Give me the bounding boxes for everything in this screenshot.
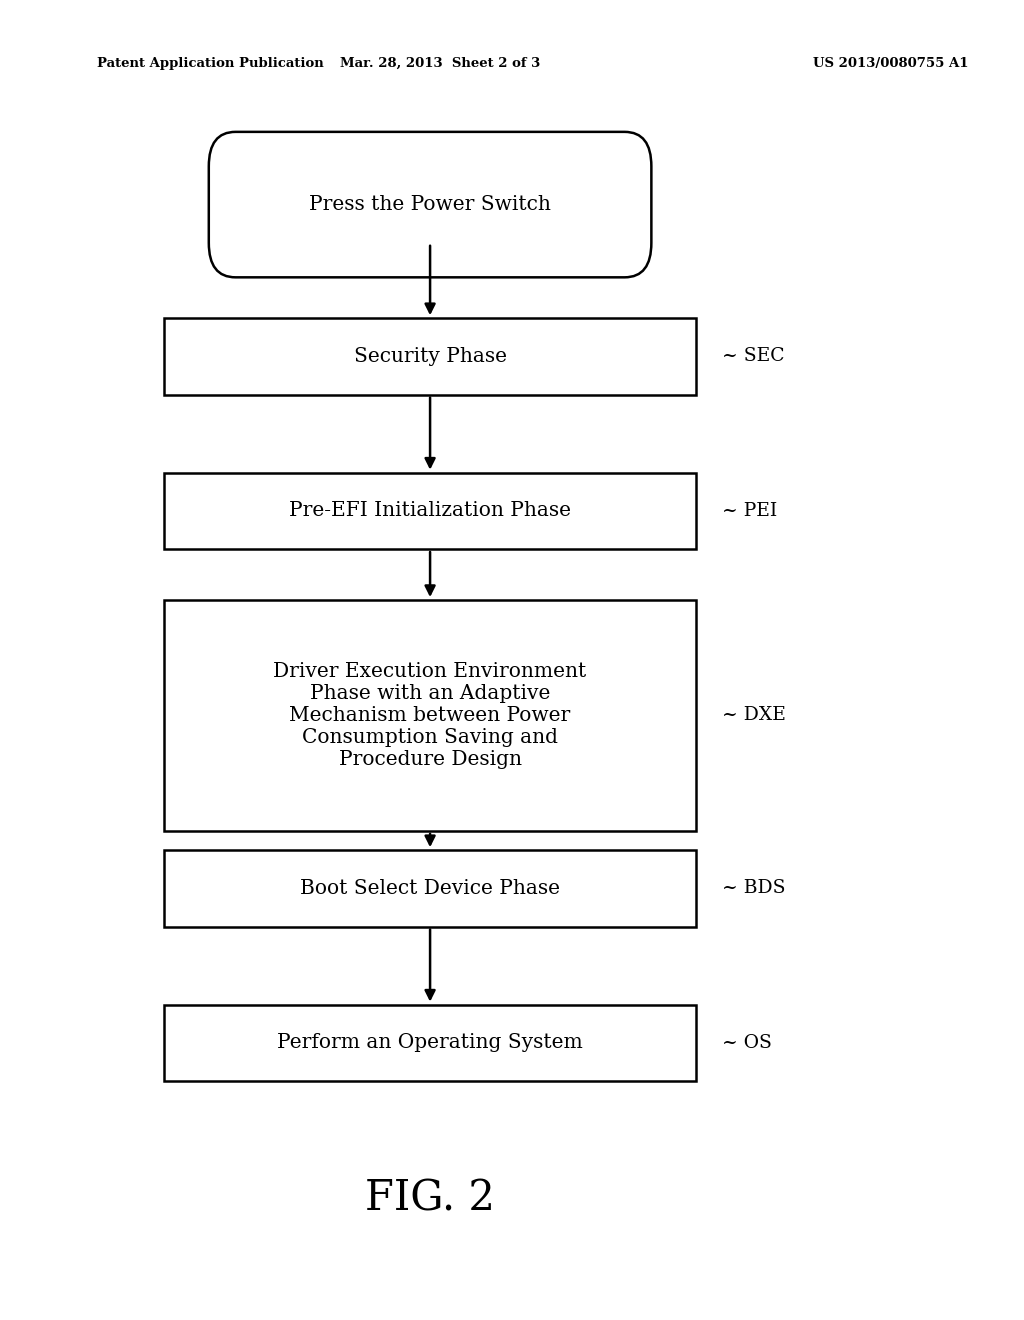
Text: ~ BDS: ~ BDS: [722, 879, 785, 898]
Text: US 2013/0080755 A1: US 2013/0080755 A1: [813, 57, 969, 70]
Text: Driver Execution Environment
Phase with an Adaptive
Mechanism between Power
Cons: Driver Execution Environment Phase with …: [273, 661, 587, 770]
Text: ~ DXE: ~ DXE: [722, 706, 785, 725]
Text: Boot Select Device Phase: Boot Select Device Phase: [300, 879, 560, 898]
Text: ~ PEI: ~ PEI: [722, 502, 777, 520]
Text: Pre-EFI Initialization Phase: Pre-EFI Initialization Phase: [289, 502, 571, 520]
Bar: [164, 850, 696, 927]
Bar: [164, 599, 696, 832]
Text: Patent Application Publication: Patent Application Publication: [97, 57, 324, 70]
Text: FIG. 2: FIG. 2: [366, 1177, 495, 1220]
Text: ~ OS: ~ OS: [722, 1034, 772, 1052]
Text: Mar. 28, 2013  Sheet 2 of 3: Mar. 28, 2013 Sheet 2 of 3: [340, 57, 541, 70]
Text: Security Phase: Security Phase: [353, 347, 507, 366]
FancyBboxPatch shape: [209, 132, 651, 277]
Bar: [164, 473, 696, 549]
Text: Perform an Operating System: Perform an Operating System: [278, 1034, 583, 1052]
Bar: [164, 318, 696, 395]
Bar: [164, 1005, 696, 1081]
Text: Press the Power Switch: Press the Power Switch: [309, 195, 551, 214]
Text: ~ SEC: ~ SEC: [722, 347, 784, 366]
